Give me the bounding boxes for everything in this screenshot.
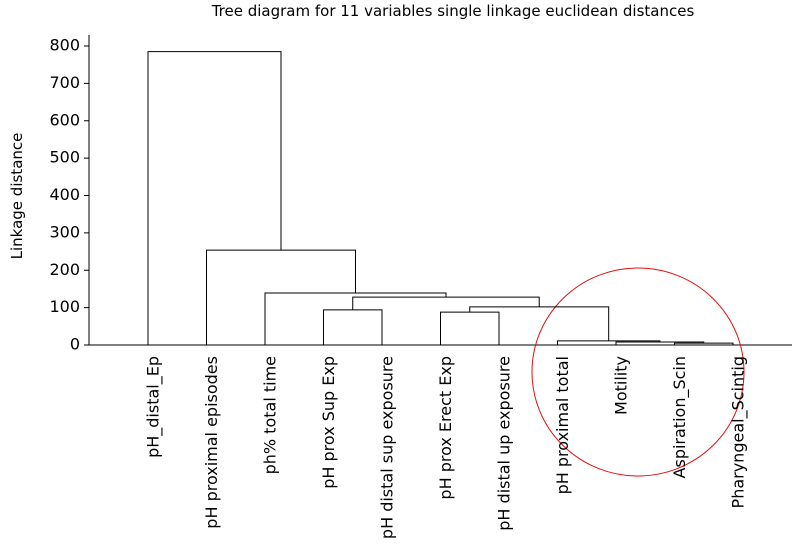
leaf-label: pH distal sup exposure <box>378 356 397 539</box>
y-tick-label: 400 <box>49 185 80 204</box>
dendrogram-link <box>440 311 500 345</box>
leaf-label: Aspiration_Scin <box>670 356 690 478</box>
leaf-label: pH distal up exposure <box>495 356 514 531</box>
leaf-label: Motility <box>612 356 631 415</box>
y-tick-label: 600 <box>49 110 80 129</box>
leaf-label: pH_distal_Ep <box>144 356 164 458</box>
leaf-label: pH proximal episodes <box>202 356 221 529</box>
dendrogram-link <box>469 306 610 341</box>
y-tick-label: 800 <box>49 36 80 55</box>
y-tick-label: 0 <box>70 335 80 354</box>
y-tick-label: 300 <box>49 222 80 241</box>
leaf-label: pH proximal total <box>553 356 572 494</box>
dendrogram-link <box>323 309 383 345</box>
dendrogram-link <box>264 292 447 345</box>
chart-title: Tree diagram for 11 variables single lin… <box>211 2 695 20</box>
y-tick-label: 100 <box>49 297 80 316</box>
leaf-label: Pharyngeal_Scintig <box>729 356 749 508</box>
y-axis-label: Linkage distance <box>8 133 26 260</box>
leaf-label: pH prox Sup Exp <box>319 356 338 489</box>
y-tick-label: 200 <box>49 260 80 279</box>
highlight-circle <box>531 267 745 477</box>
leaf-label: pH prox Erect Exp <box>436 356 455 500</box>
leaf-label: ph% total time <box>261 356 280 474</box>
dendrogram-link <box>557 340 661 345</box>
y-tick-label: 700 <box>49 73 80 92</box>
dendrogram-link <box>352 296 540 310</box>
dendrogram-link <box>147 51 282 345</box>
dendrogram-link <box>206 249 356 345</box>
y-tick-label: 500 <box>49 148 80 167</box>
